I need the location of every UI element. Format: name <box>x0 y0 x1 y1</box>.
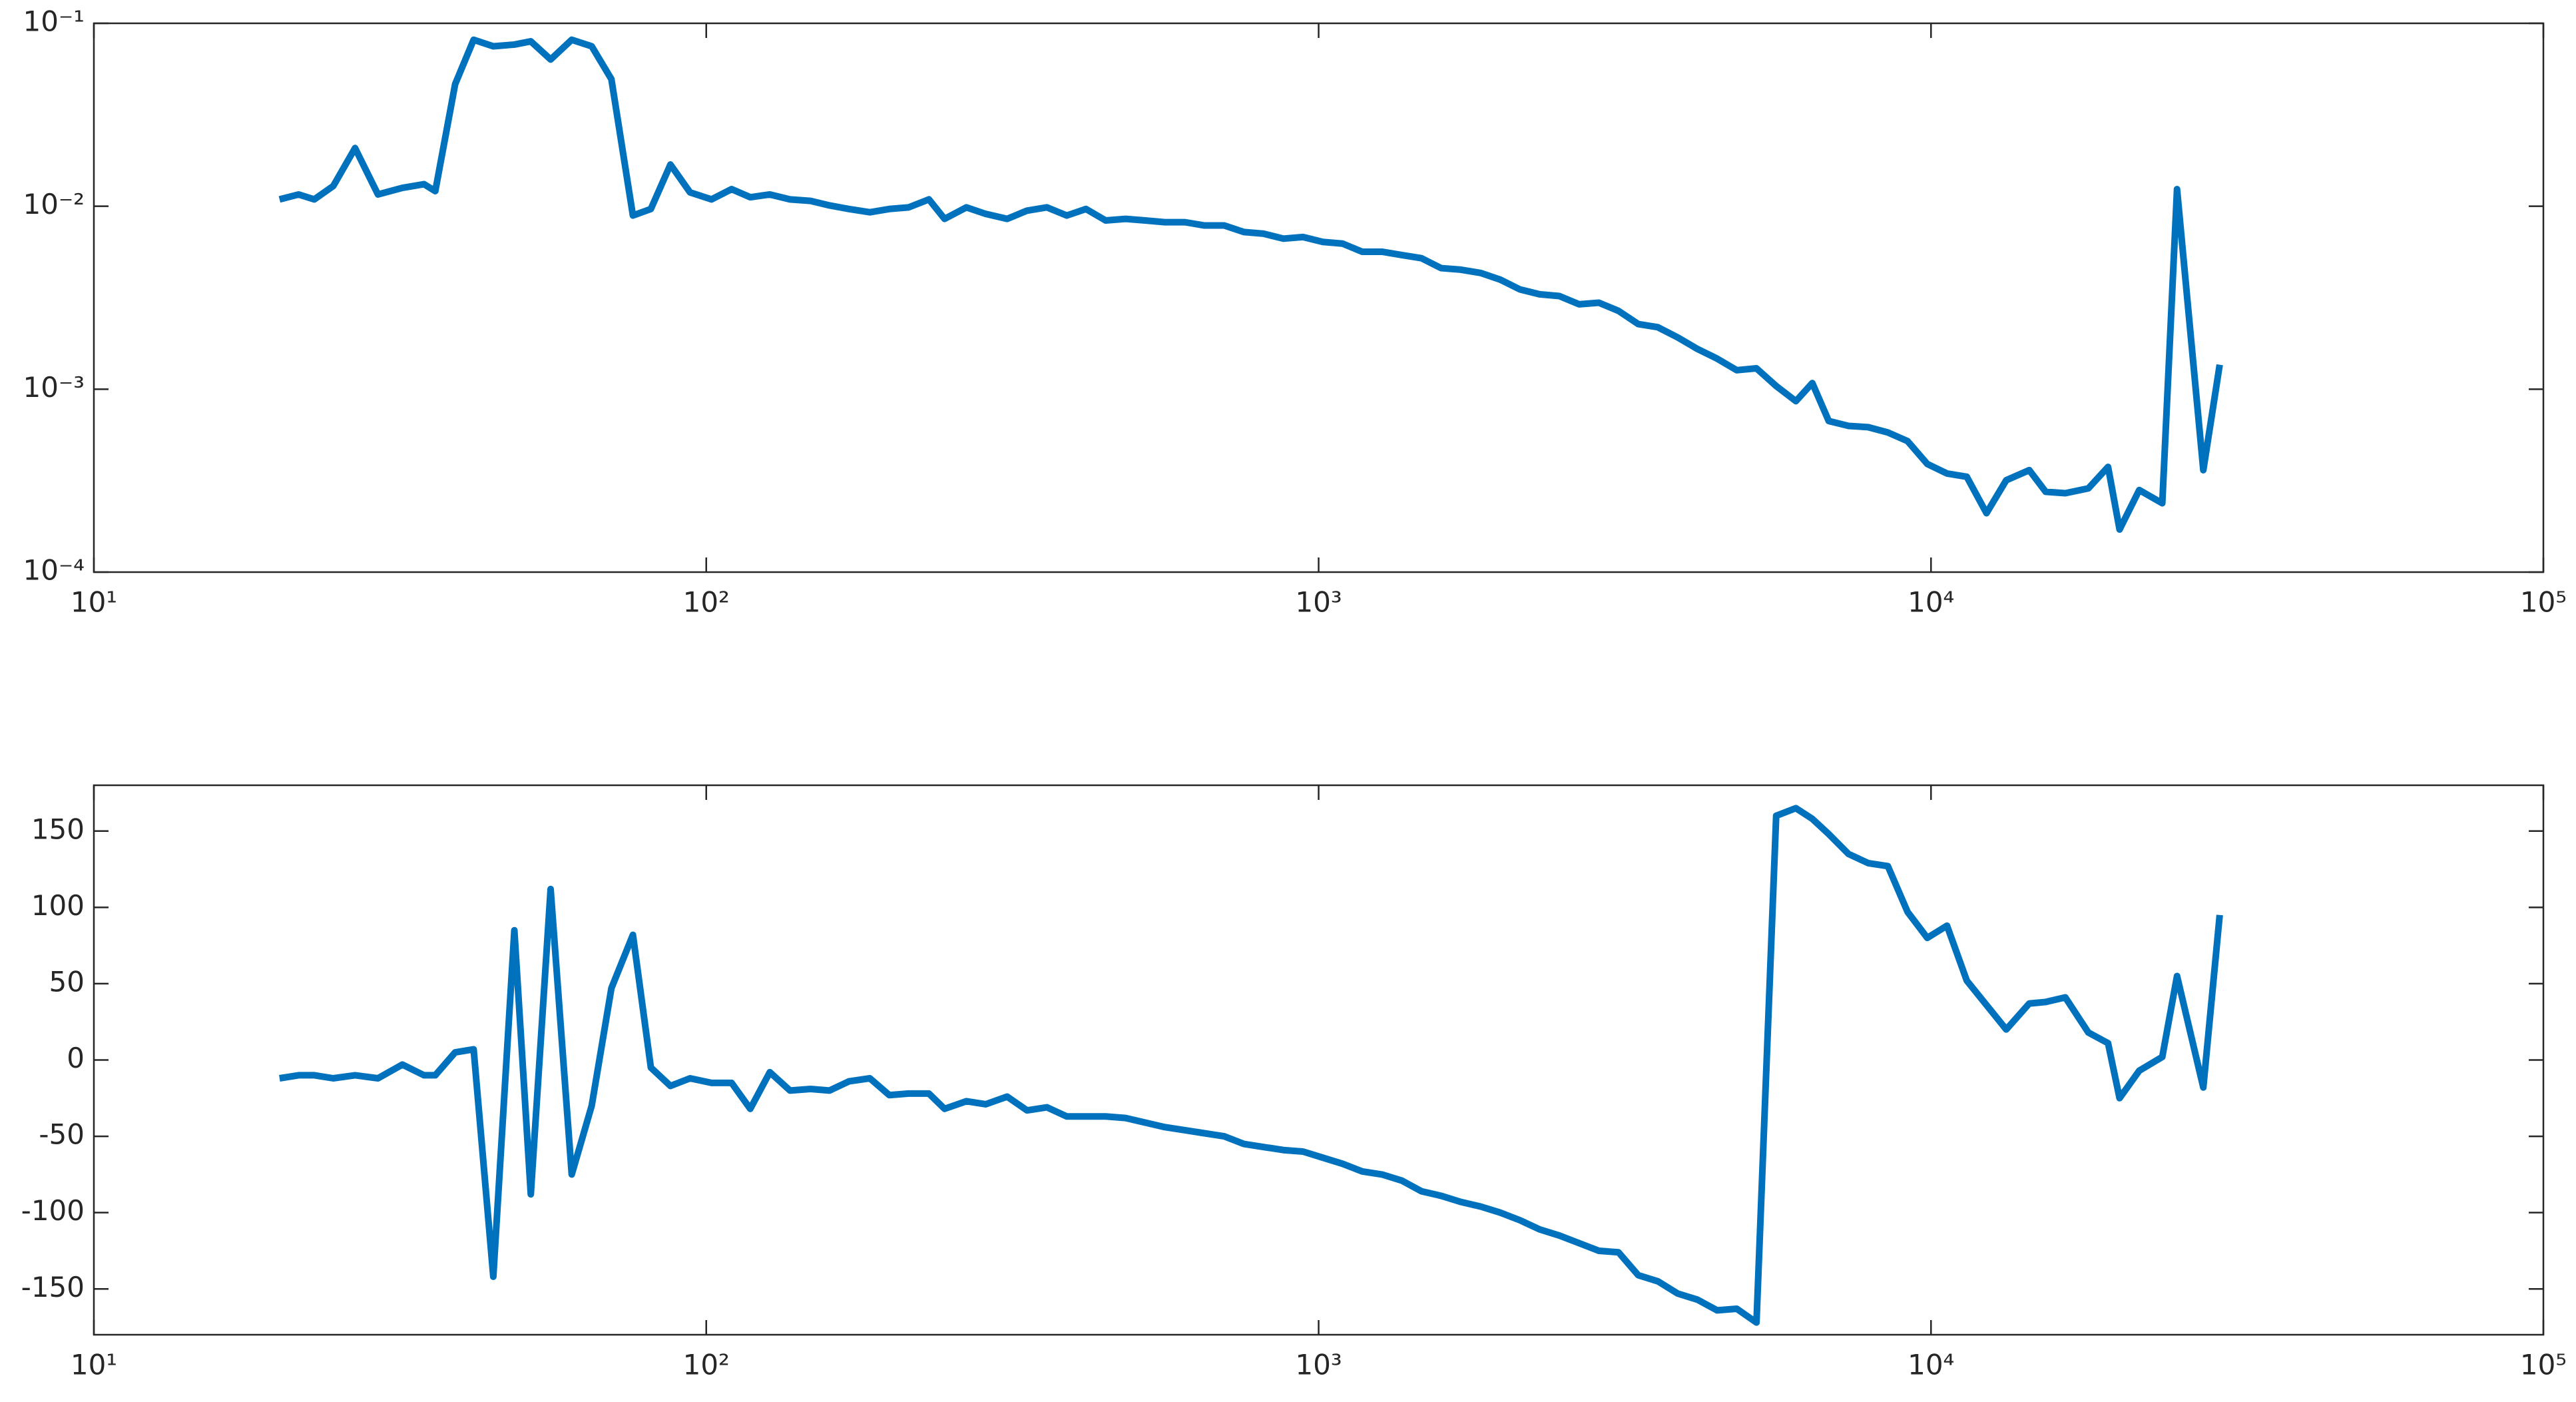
x-tick-label: 10¹ <box>71 586 117 619</box>
x-tick-label: 10¹ <box>71 1349 117 1381</box>
x-tick-label: 10⁴ <box>1908 586 1954 619</box>
data-line <box>279 805 2223 1326</box>
x-tick-label: 10⁵ <box>2520 586 2567 619</box>
x-tick-label: 10⁴ <box>1908 1349 1954 1381</box>
axes-box <box>93 22 2545 573</box>
x-tick-label: 10² <box>683 586 730 619</box>
y-tick-label: 10⁻² <box>23 188 85 220</box>
y-tick-label: 10⁻¹ <box>23 5 85 38</box>
y-tick-label: 0 <box>67 1042 85 1074</box>
y-tick-label: 100 <box>31 889 85 922</box>
data-line <box>278 36 2223 533</box>
y-tick-label: 10⁻³ <box>23 371 85 404</box>
x-tick-label: 10² <box>683 1349 730 1381</box>
y-tick-label: 150 <box>31 813 85 845</box>
y-tick-label: -100 <box>21 1194 85 1227</box>
y-tick-label: -50 <box>39 1118 85 1151</box>
x-tick-label: 10³ <box>1295 586 1342 619</box>
x-tick-label: 10⁵ <box>2520 1349 2567 1381</box>
y-tick-label: 50 <box>49 965 85 998</box>
axes-box <box>93 784 2545 1336</box>
y-tick-label: 10⁻⁴ <box>23 554 85 587</box>
y-tick-label: -150 <box>21 1271 85 1303</box>
x-tick-label: 10³ <box>1295 1349 1342 1381</box>
